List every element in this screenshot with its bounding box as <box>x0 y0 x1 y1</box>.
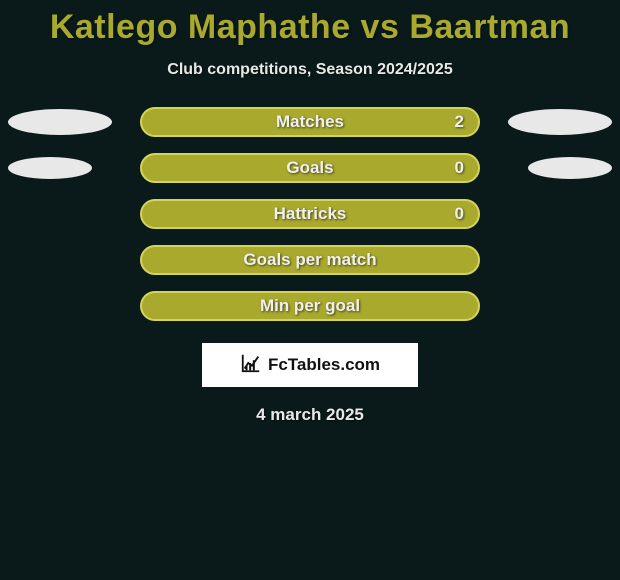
left-oval <box>8 157 92 179</box>
stat-row: Goals 0 <box>0 153 620 183</box>
page-subtitle: Club competitions, Season 2024/2025 <box>0 61 620 79</box>
right-oval <box>528 157 612 179</box>
stat-value: 0 <box>455 158 464 178</box>
chart-icon <box>240 352 262 379</box>
page-title: Katlego Maphathe vs Baartman <box>0 0 620 47</box>
stat-value: 0 <box>455 204 464 224</box>
logo-text: FcTables.com <box>268 355 380 375</box>
fctables-logo: FcTables.com <box>202 343 418 387</box>
stat-label: Matches <box>276 112 344 132</box>
stat-label: Goals per match <box>243 250 376 270</box>
stat-bar: Goals 0 <box>140 153 480 183</box>
stat-bar: Hattricks 0 <box>140 199 480 229</box>
stat-bar: Min per goal <box>140 291 480 321</box>
stat-value: 2 <box>455 112 464 132</box>
stat-row: Goals per match <box>0 245 620 275</box>
left-oval <box>8 109 112 135</box>
stat-row: Min per goal <box>0 291 620 321</box>
stat-rows: Matches 2 Goals 0 Hattricks 0 Goals per match M… <box>0 107 620 321</box>
date-text: 4 march 2025 <box>0 405 620 425</box>
stat-label: Min per goal <box>260 296 360 316</box>
stat-bar: Matches 2 <box>140 107 480 137</box>
stat-row: Matches 2 <box>0 107 620 137</box>
stat-label: Hattricks <box>274 204 347 224</box>
stat-label: Goals <box>286 158 333 178</box>
stat-row: Hattricks 0 <box>0 199 620 229</box>
right-oval <box>508 109 612 135</box>
stat-bar: Goals per match <box>140 245 480 275</box>
